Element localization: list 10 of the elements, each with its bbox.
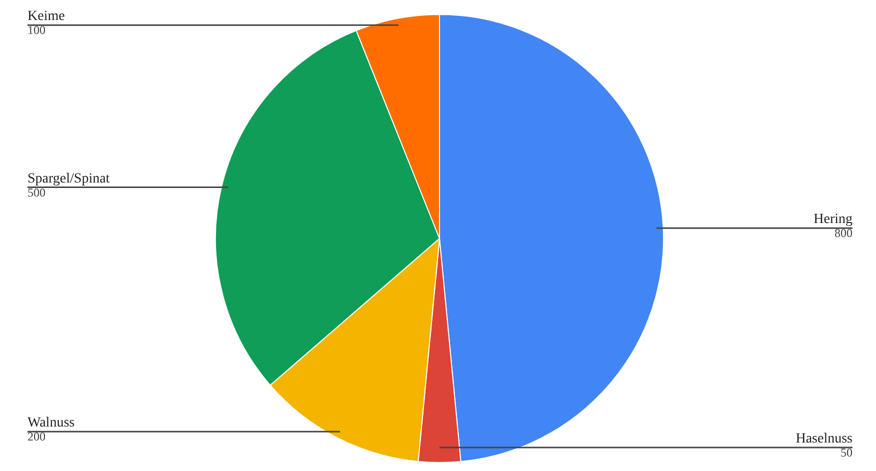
data-label: 200 [28, 430, 46, 444]
slice-label: Walnuss [28, 416, 75, 431]
slice-label: Spargel/Spinat [28, 171, 110, 186]
data-label: 800 [834, 226, 852, 240]
data-label: 100 [28, 23, 46, 38]
slice-label: Hering [814, 212, 853, 228]
data-label: 500 [28, 185, 46, 200]
slice-label: Keime [28, 9, 65, 24]
data-label: 50 [840, 446, 852, 460]
slice-label: Haselnuss [796, 432, 853, 446]
